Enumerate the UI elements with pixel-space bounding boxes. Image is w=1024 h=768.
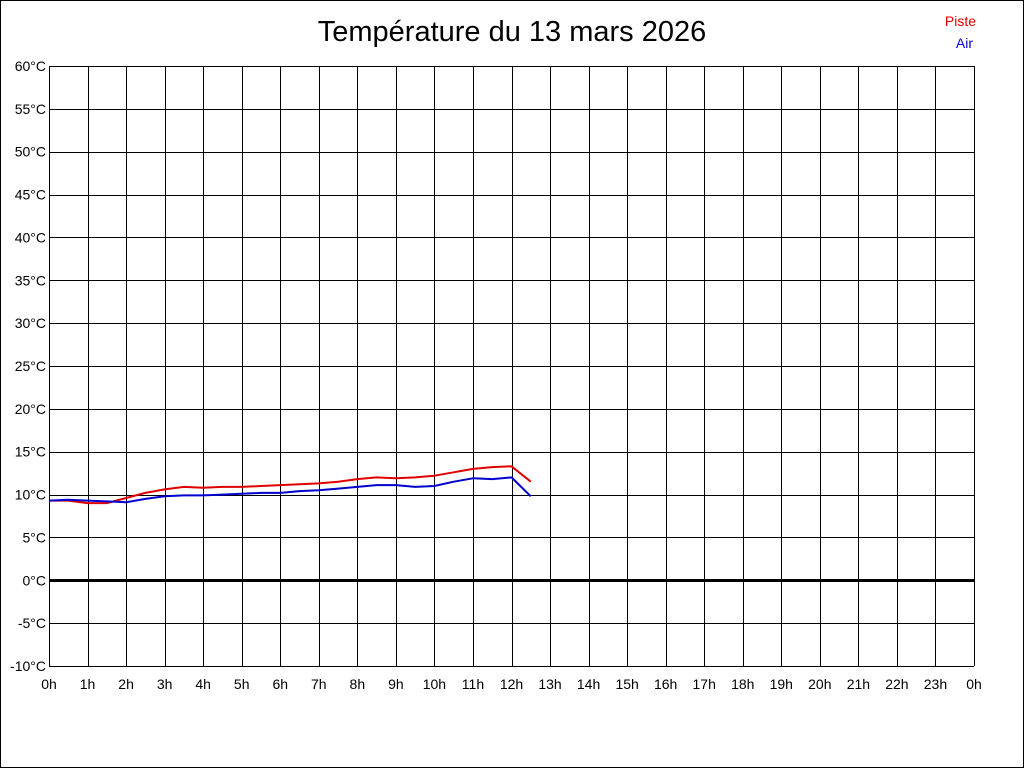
y-tick-label: -5°C [18,615,46,631]
legend-entry-air: Air [955,35,973,51]
x-tick-label: 0h [41,676,57,692]
x-tick-label: 3h [157,676,173,692]
x-tick-label: 21h [847,676,870,692]
x-tick-label: 11h [462,676,484,692]
x-tick-label: 12h [500,676,523,692]
y-tick-label: 10°C [15,487,46,503]
y-tick-label: 35°C [15,272,46,288]
y-tick-label: 5°C [23,529,47,545]
x-tick-label: 23h [924,676,947,692]
y-tick-label: 40°C [15,229,46,245]
x-tick-label: 5h [234,676,250,692]
y-tick-label: 45°C [15,187,46,203]
x-tick-label: 19h [770,676,793,692]
x-tick-label: 20h [808,676,831,692]
y-axis-tick-labels: 60°C 55°C 50°C 45°C 40°C 35°C 30°C 25°C 20°C 15°C… [10,58,46,674]
y-tick-label: -10°C [10,658,46,674]
legend-entry-piste: Piste [944,13,976,29]
y-tick-label: 25°C [15,358,46,374]
y-tick-label: 55°C [15,101,46,117]
y-tick-label: 30°C [15,315,46,331]
x-tick-label: 4h [195,676,211,692]
x-tick-label: 1h [80,676,96,692]
x-tick-label: 8h [350,676,366,692]
x-tick-label: 7h [311,676,327,692]
grid [49,66,975,667]
x-tick-label: 2h [118,676,134,692]
y-tick-label: 60°C [15,58,46,74]
series-layer [48,465,532,505]
x-tick-label: 13h [538,676,561,692]
x-tick-label: 22h [885,676,908,692]
chart-title: Température du 13 mars 2026 [317,16,707,48]
series-line-piste [49,465,532,505]
x-tick-label: 17h [693,676,716,692]
series-line-air [48,476,532,504]
y-tick-label: 0°C [23,572,47,588]
x-tick-label: 16h [654,676,677,692]
y-tick-label: 20°C [15,401,46,417]
y-tick-label: 50°C [15,144,46,160]
x-tick-label: 6h [272,676,288,692]
x-tick-label: 14h [577,676,600,692]
x-tick-label: 18h [731,676,754,692]
x-tick-label: 15h [615,676,638,692]
x-tick-label: 9h [388,676,404,692]
x-tick-label: 10h [423,676,446,692]
x-axis-tick-labels: 0h 1h 2h 3h 4h 5h 6h 7h 8h 9h 10h 11h 12h 13h 14h 15h 16… [41,676,982,692]
x-tick-label: 0h [966,676,982,692]
y-tick-label: 15°C [15,444,46,460]
